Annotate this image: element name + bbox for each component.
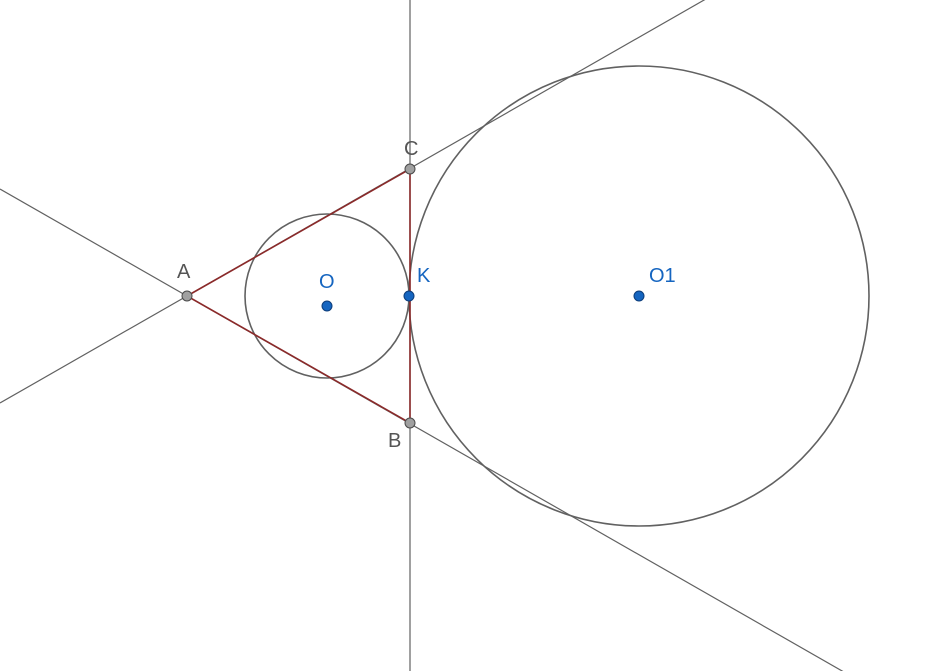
label-K: K — [417, 265, 431, 287]
label-O: O — [319, 271, 335, 293]
point-A — [182, 291, 192, 301]
upper-tangent-line — [0, 0, 926, 403]
geometry-diagram: A O K C B O1 — [0, 0, 926, 671]
lower-tangent-line — [0, 189, 926, 671]
point-B — [405, 418, 415, 428]
label-O1: O1 — [649, 265, 676, 287]
small-circle — [245, 214, 409, 378]
point-O1 — [634, 291, 644, 301]
label-A: A — [177, 261, 191, 283]
point-O — [322, 301, 332, 311]
point-C — [405, 164, 415, 174]
label-B: B — [388, 430, 401, 452]
triangle-abc — [187, 169, 410, 423]
label-C: C — [404, 138, 418, 160]
point-K — [404, 291, 414, 301]
